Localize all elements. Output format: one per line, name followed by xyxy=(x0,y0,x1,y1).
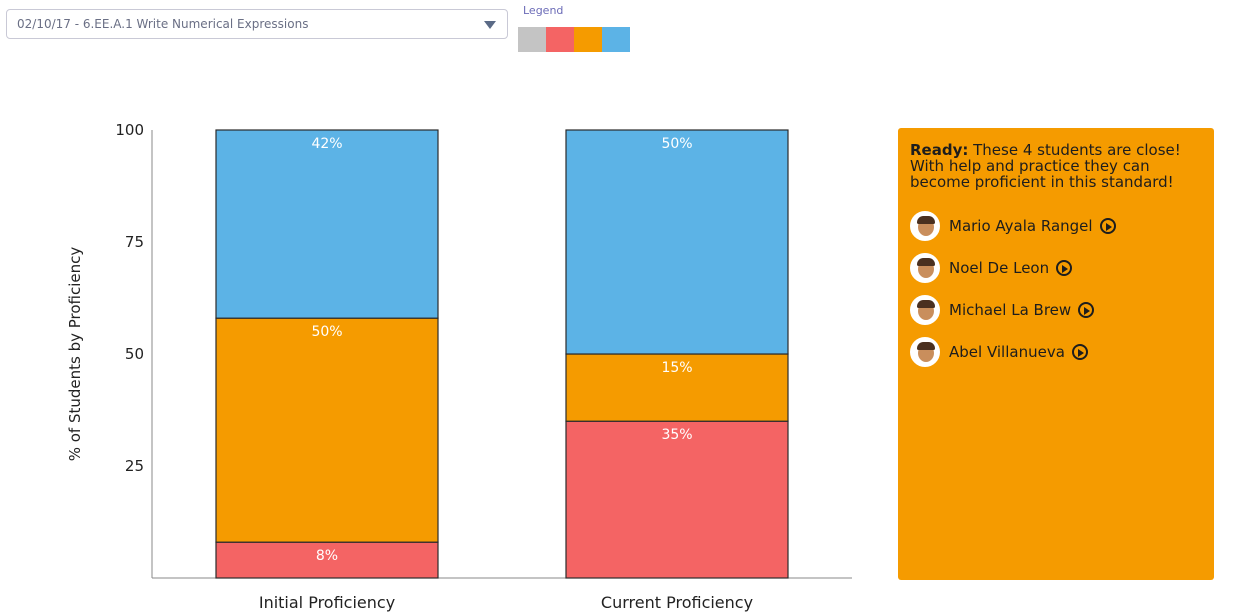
ready-message: Ready: These 4 students are close! With … xyxy=(910,142,1202,190)
student-item[interactable]: Abel Villanueva xyxy=(910,334,1202,370)
bar-segment-label: 50% xyxy=(311,324,342,340)
bar-segment-label: 50% xyxy=(661,136,692,152)
student-item[interactable]: Michael La Brew xyxy=(910,292,1202,328)
bar-segment xyxy=(216,318,438,542)
student-avatar xyxy=(910,337,940,367)
y-tick-label: 50 xyxy=(125,345,144,363)
bar-segment xyxy=(216,130,438,318)
bar-segment-label: 8% xyxy=(316,548,338,564)
y-axis-title: % of Students by Proficiency xyxy=(66,247,84,462)
student-avatar xyxy=(910,253,940,283)
play-icon[interactable] xyxy=(1072,344,1088,360)
play-icon[interactable] xyxy=(1078,302,1094,318)
student-name: Abel Villanueva xyxy=(949,343,1065,361)
student-avatar xyxy=(910,295,940,325)
bar-segment xyxy=(566,130,788,354)
y-tick-label: 25 xyxy=(125,457,144,475)
x-category-label: Initial Proficiency xyxy=(259,593,395,612)
student-item[interactable]: Mario Ayala Rangel xyxy=(910,208,1202,244)
y-tick-label: 75 xyxy=(125,233,144,251)
student-name: Noel De Leon xyxy=(949,259,1049,277)
bar-segment xyxy=(566,421,788,578)
student-item[interactable]: Noel De Leon xyxy=(910,250,1202,286)
student-name: Michael La Brew xyxy=(949,301,1071,319)
x-category-label: Current Proficiency xyxy=(601,593,753,612)
bar-segment-label: 35% xyxy=(661,427,692,443)
student-name: Mario Ayala Rangel xyxy=(949,217,1093,235)
play-icon[interactable] xyxy=(1100,218,1116,234)
bar-segment-label: 15% xyxy=(661,360,692,376)
student-avatar xyxy=(910,211,940,241)
ready-panel: Ready: These 4 students are close! With … xyxy=(898,128,1214,580)
student-list: Mario Ayala Rangel Noel De Leon Michael La… xyxy=(910,208,1202,370)
y-tick-label: 100 xyxy=(115,121,144,139)
play-icon[interactable] xyxy=(1056,260,1072,276)
bar-segment-label: 42% xyxy=(311,136,342,152)
proficiency-chart: 25 50 75 100 % of Students by Proficiency 8% 5… xyxy=(0,0,880,614)
